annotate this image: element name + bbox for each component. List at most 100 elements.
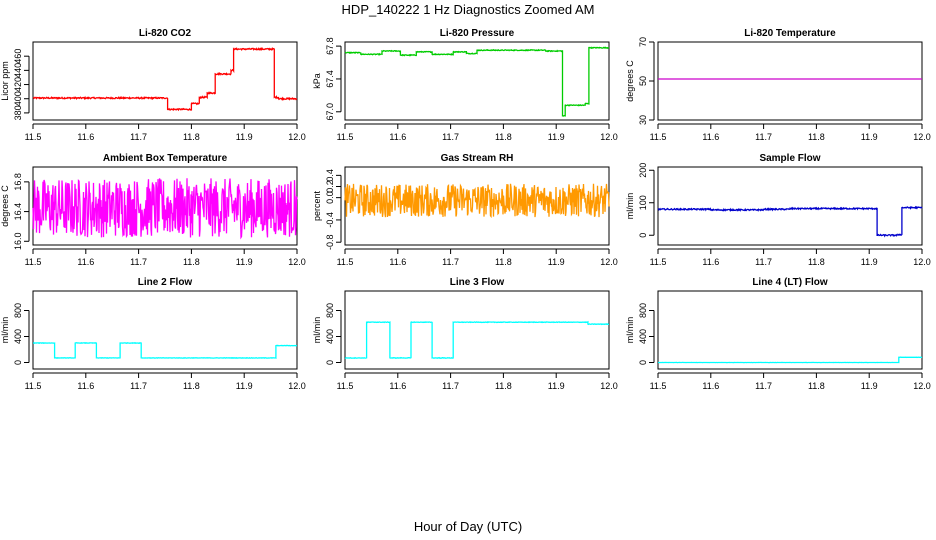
y-tick-label: 400 [638,329,648,344]
x-tick-label: 11.6 [702,381,719,391]
x-tick-label: 12.0 [600,381,618,391]
chart-panel: Ambient Box Temperature degrees C 11.5 11.6… [0,153,306,267]
plot-frame [344,41,610,121]
chart-panel: Line 4 (LT) Flow ml/min 11.5 11.6 11.7 11.8 11… [625,277,931,391]
x-tick-label: 11.5 [25,257,42,267]
panel-title: Li-820 CO2 [139,28,192,39]
x-tick-label: 11.9 [861,132,878,142]
x-tick-label: 11.8 [183,257,200,267]
x-tick-label: 11.9 [548,132,565,142]
x-tick-label: 12.0 [600,257,618,267]
x-tick-label: 11.5 [650,132,667,142]
x-tick-label: 11.8 [808,132,825,142]
chart-panel: Gas Stream RH percent 11.5 11.6 11.7 11.8 11.9… [312,153,618,267]
x-tick-label: 12.0 [600,132,618,142]
y-tick-label: 800 [13,303,23,318]
figure-title: HDP_140222 1 Hz Diagnostics Zoomed AM [342,2,595,17]
x-tick-label: 11.6 [77,257,94,267]
y-axis-label: ml/min [625,193,635,220]
y-tick-label: 380 [13,105,23,120]
plot-frame [32,41,298,121]
x-tick-label: 11.5 [337,257,354,267]
x-tick-label: 12.0 [288,381,306,391]
x-tick-label: 11.6 [77,132,94,142]
y-axis-label: kPa [312,73,322,89]
x-tick-label: 11.9 [861,257,878,267]
y-tick-label: 460 [13,49,23,64]
panel-title: Li-820 Temperature [744,28,836,39]
y-tick-label: 400 [13,329,23,344]
plot-frame [657,166,923,246]
x-tick-label: 11.8 [495,132,512,142]
x-tick-label: 11.9 [236,381,253,391]
y-tick-label: 0.4 [325,169,335,182]
y-axis-label: ml/min [0,317,10,344]
y-tick-label: 30 [638,115,648,125]
y-axis-label: degrees C [625,60,635,102]
series-line [32,178,298,240]
series-line [344,183,610,219]
y-tick-label: 420 [13,77,23,92]
x-tick-label: 11.8 [495,257,512,267]
x-tick-label: 11.9 [236,132,253,142]
x-tick-label: 11.7 [755,381,772,391]
y-axis-label: Licor ppm [0,61,10,101]
x-tick-label: 11.6 [77,381,94,391]
x-tick-label: 11.7 [130,257,147,267]
x-tick-label: 11.6 [389,381,406,391]
chart-panel: Li-820 CO2 Licor ppm 11.5 11.6 11.7 11.8 11.9 1… [0,28,306,142]
y-tick-label: -0.4 [325,212,335,228]
series-line [658,356,923,364]
y-tick-label: 400 [325,329,335,344]
y-tick-label: 67.4 [325,70,335,88]
x-tick-label: 11.8 [183,381,200,391]
x-tick-label: 11.9 [236,257,253,267]
series-line [33,342,298,360]
x-tick-label: 11.8 [183,132,200,142]
x-tick-label: 11.6 [702,257,719,267]
x-tick-label: 11.8 [495,381,512,391]
panel-title: Gas Stream RH [441,153,514,164]
figure-xlabel: Hour of Day (UTC) [414,519,522,534]
y-tick-label: 0 [13,360,23,365]
x-tick-label: 11.7 [130,381,147,391]
y-axis-label: ml/min [625,317,635,344]
y-tick-label: 0.2 [325,180,335,193]
x-tick-label: 11.5 [650,381,667,391]
x-tick-label: 11.6 [702,132,719,142]
x-tick-label: 11.7 [442,381,459,391]
y-tick-label: 67.8 [325,37,335,55]
y-tick-label: 100 [638,195,648,210]
y-tick-label: 0 [638,360,648,365]
x-tick-label: 11.5 [337,132,354,142]
panel-title: Line 2 Flow [138,277,193,288]
x-tick-label: 11.9 [548,381,565,391]
y-tick-label: 16.8 [13,173,23,191]
y-tick-label: 0 [638,233,648,238]
series-line [344,46,610,117]
y-axis-label: percent [312,190,322,221]
x-tick-label: 11.5 [25,381,42,391]
panel-grid: Li-820 CO2 Licor ppm 11.5 11.6 11.7 11.8 11.9 1… [0,28,931,391]
x-tick-label: 12.0 [913,132,931,142]
y-tick-label: 50 [638,76,648,86]
x-tick-label: 11.7 [442,257,459,267]
chart-panel: Sample Flow ml/min 11.5 11.6 11.7 11.8 11.9 12.… [625,153,931,267]
plot-frame [32,290,298,370]
y-tick-label: 0.0 [325,191,335,204]
plot-frame [32,166,298,246]
plot-frame [657,290,923,370]
chart-panel: Li-820 Temperature degrees C 11.5 11.6 11.7 1… [625,28,931,142]
x-tick-label: 11.6 [389,257,406,267]
y-tick-label: 800 [325,303,335,318]
x-tick-label: 11.7 [130,132,147,142]
y-tick-label: 16.4 [13,203,23,221]
x-tick-label: 11.8 [808,381,825,391]
panel-title: Line 4 (LT) Flow [752,277,828,288]
y-tick-label: -0.8 [325,234,335,250]
y-tick-label: 67.0 [325,103,335,121]
x-tick-label: 11.9 [861,381,878,391]
y-tick-label: 70 [638,37,648,47]
plot-frame [344,290,610,370]
